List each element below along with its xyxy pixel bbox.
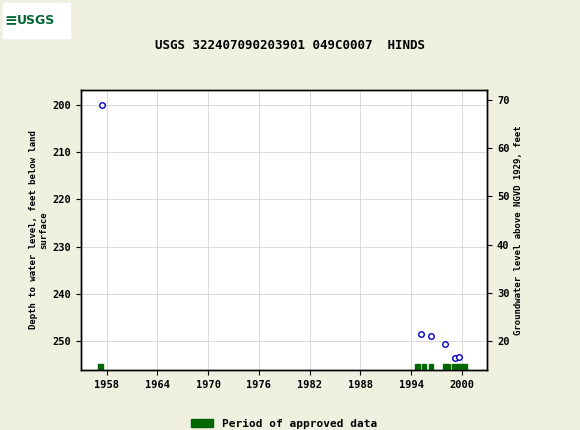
FancyBboxPatch shape	[3, 3, 70, 37]
Bar	[443, 364, 450, 370]
Bar	[429, 364, 433, 370]
Bar	[422, 364, 426, 370]
Bar	[452, 364, 467, 370]
Bar	[415, 364, 419, 370]
Legend: Period of approved data: Period of approved data	[187, 415, 382, 430]
Y-axis label: Groundwater level above NGVD 1929, feet: Groundwater level above NGVD 1929, feet	[513, 125, 523, 335]
Bar	[98, 364, 103, 370]
Text: USGS 322407090203901 049C0007  HINDS: USGS 322407090203901 049C0007 HINDS	[155, 39, 425, 52]
Text: ≡: ≡	[5, 13, 17, 28]
Text: USGS: USGS	[17, 14, 55, 27]
Y-axis label: Depth to water level, feet below land
surface: Depth to water level, feet below land su…	[29, 131, 49, 329]
